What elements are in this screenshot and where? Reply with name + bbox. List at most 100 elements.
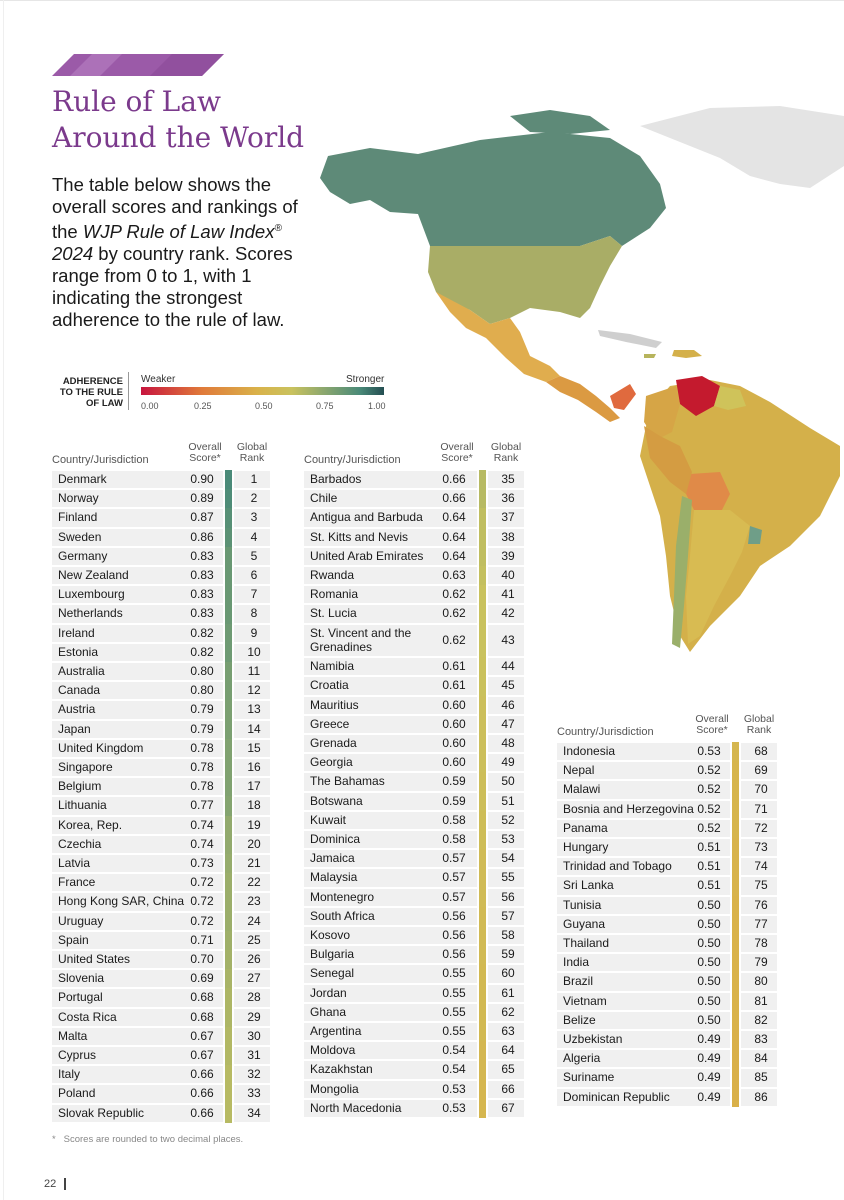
table-row: Brazil 0.50 80 bbox=[557, 972, 777, 992]
table-row: Cyprus 0.67 31 bbox=[52, 1046, 270, 1066]
row-band-rank bbox=[234, 835, 270, 853]
page-title-line1: Rule of Law bbox=[52, 85, 221, 118]
country-name: Luxembourg bbox=[58, 587, 125, 602]
overall-score: 0.78 bbox=[190, 740, 214, 755]
row-band-rank bbox=[234, 471, 270, 489]
global-rank: 53 bbox=[501, 832, 515, 846]
country-name: Jordan bbox=[310, 985, 347, 1000]
row-band-rank bbox=[488, 984, 524, 1002]
table-row: Grenada 0.60 48 bbox=[304, 734, 524, 754]
row-band-rank bbox=[488, 1061, 524, 1079]
global-rank: 79 bbox=[754, 955, 768, 970]
global-rank: 35 bbox=[501, 472, 515, 486]
table-row: Indonesia 0.53 68 bbox=[557, 742, 777, 762]
header-country: Country/Jurisdiction bbox=[304, 454, 401, 466]
global-rank: 82 bbox=[754, 1012, 768, 1027]
table-row: Nepal 0.52 69 bbox=[557, 761, 777, 781]
row-band bbox=[52, 471, 223, 489]
header-global-line2: Rank bbox=[239, 452, 265, 464]
table-row: Algeria 0.49 84 bbox=[557, 1049, 777, 1069]
country-name: Dominican Republic bbox=[563, 1089, 670, 1104]
row-band-rank bbox=[488, 735, 524, 753]
global-rank: 45 bbox=[501, 678, 515, 693]
legend-tick: 1.00 bbox=[368, 401, 386, 411]
score-color-swatch bbox=[225, 719, 232, 739]
overall-score: 0.51 bbox=[697, 859, 721, 874]
score-color-swatch bbox=[479, 546, 486, 566]
score-color-swatch bbox=[225, 470, 232, 490]
score-color-swatch bbox=[225, 988, 232, 1008]
score-color-swatch bbox=[479, 772, 486, 792]
country-name: Argentina bbox=[310, 1024, 362, 1038]
country-name: Dominica bbox=[310, 832, 361, 846]
score-color-swatch bbox=[732, 799, 739, 819]
score-color-swatch bbox=[479, 566, 486, 586]
table-row: Bulgaria 0.56 59 bbox=[304, 945, 524, 965]
row-band bbox=[304, 677, 477, 695]
overall-score: 0.57 bbox=[442, 889, 466, 904]
ranking-table-1: Country/Jurisdiction Overall Score* Glob… bbox=[52, 440, 272, 1130]
intro-part2: by country rank. Scores range from 0 to … bbox=[52, 243, 293, 331]
row-band-rank bbox=[488, 677, 524, 695]
row-band bbox=[557, 1088, 730, 1106]
country-name: Montenegro bbox=[310, 889, 375, 904]
table-row: Belgium 0.78 17 bbox=[52, 777, 270, 797]
row-band bbox=[304, 605, 477, 623]
legend-stronger-label: Stronger bbox=[346, 374, 385, 385]
overall-score: 0.61 bbox=[442, 659, 466, 674]
footnote: * Scores are rounded to two decimal plac… bbox=[52, 1134, 243, 1145]
row-band-rank bbox=[234, 490, 270, 508]
score-color-swatch bbox=[479, 657, 486, 677]
row-band bbox=[304, 1003, 477, 1021]
global-rank: 80 bbox=[754, 974, 768, 989]
row-band bbox=[52, 778, 223, 796]
score-color-swatch bbox=[225, 1046, 232, 1066]
overall-score: 0.66 bbox=[190, 1105, 214, 1120]
score-color-swatch bbox=[479, 470, 486, 490]
overall-score: 0.66 bbox=[190, 1086, 214, 1101]
table-row: Kazakhstan 0.54 65 bbox=[304, 1060, 524, 1080]
row-band bbox=[304, 547, 477, 565]
overall-score: 0.50 bbox=[697, 974, 721, 989]
country-name: Slovenia bbox=[58, 971, 105, 986]
overall-score: 0.82 bbox=[190, 625, 214, 640]
score-color-swatch bbox=[225, 854, 232, 874]
table-row: Malawi 0.52 70 bbox=[557, 780, 777, 800]
table-row: United States 0.70 26 bbox=[52, 950, 270, 970]
country-name: Croatia bbox=[310, 678, 349, 693]
row-band bbox=[557, 1050, 730, 1068]
overall-score: 0.72 bbox=[190, 913, 214, 928]
global-rank: 67 bbox=[501, 1100, 515, 1115]
row-band-rank bbox=[234, 1085, 270, 1103]
map-venezuela bbox=[676, 376, 720, 416]
table-row: Hong Kong SAR, China 0.72 23 bbox=[52, 892, 270, 912]
row-band bbox=[304, 773, 477, 791]
table-row: Thailand 0.50 78 bbox=[557, 934, 777, 954]
row-band-rank bbox=[234, 605, 270, 623]
row-band bbox=[304, 528, 477, 546]
row-band-rank bbox=[741, 800, 777, 818]
country-name: Antigua and Barbuda bbox=[310, 510, 423, 525]
row-band-rank bbox=[741, 992, 777, 1010]
row-band bbox=[52, 528, 223, 546]
intro-year: 2024 bbox=[52, 243, 94, 265]
table-row: Montenegro 0.57 56 bbox=[304, 887, 524, 907]
map-guianas bbox=[714, 386, 746, 410]
overall-score: 0.72 bbox=[190, 894, 214, 909]
row-band-rank bbox=[488, 754, 524, 772]
score-color-swatch bbox=[732, 953, 739, 973]
table-row: Senegal 0.55 60 bbox=[304, 964, 524, 984]
overall-score: 0.71 bbox=[190, 932, 214, 947]
row-band-rank bbox=[488, 490, 524, 508]
country-name: Suriname bbox=[563, 1070, 615, 1085]
row-band-rank bbox=[488, 850, 524, 868]
legend-title: ADHERENCE TO THE RULE OF LAW bbox=[53, 376, 123, 409]
row-band-rank bbox=[234, 624, 270, 642]
overall-score: 0.50 bbox=[697, 993, 721, 1008]
score-color-swatch bbox=[479, 585, 486, 605]
overall-score: 0.60 bbox=[442, 736, 466, 750]
intro-paragraph: The table below shows the overall scores… bbox=[52, 174, 302, 331]
country-name: United Arab Emirates bbox=[310, 548, 424, 563]
table-row: Antigua and Barbuda 0.64 37 bbox=[304, 508, 524, 528]
score-color-swatch bbox=[225, 489, 232, 509]
